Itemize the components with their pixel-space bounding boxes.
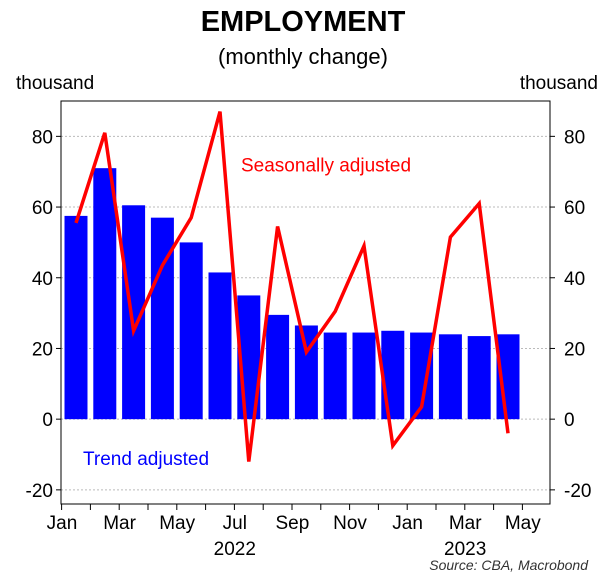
seasonal-line	[74, 111, 510, 462]
month-tick-label: Mar	[449, 513, 482, 534]
month-tick-label: Nov	[333, 513, 367, 534]
year-label: 2023	[444, 539, 486, 560]
right-tick-label: 0	[564, 410, 575, 431]
year-label: 2022	[214, 539, 256, 560]
month-tick-label: Sep	[275, 513, 309, 534]
left-tick-label: 40	[32, 269, 53, 290]
right-tick-label: 80	[564, 127, 585, 148]
month-tick-label: Jan	[392, 513, 423, 534]
trend-bar	[179, 242, 203, 420]
trend-bar	[122, 205, 146, 420]
left-tick-label: 80	[32, 127, 53, 148]
month-tick-label: Jul	[223, 513, 247, 534]
plot-frame	[60, 100, 551, 505]
month-tick-label: May	[159, 513, 195, 534]
right-tick-label: 40	[564, 269, 585, 290]
trend-bar	[294, 325, 318, 420]
left-tick-label: 0	[42, 410, 53, 431]
right-tick-label: 60	[564, 198, 585, 219]
trend-series-label: Trend adjusted	[83, 449, 209, 470]
month-tick-label: Mar	[103, 513, 136, 534]
chart-title: EMPLOYMENT	[200, 6, 406, 38]
trend-bar	[64, 215, 88, 420]
month-tick-label: Jan	[47, 513, 78, 534]
left-axis-unit: thousand	[16, 73, 95, 94]
right-axis-unit: thousand	[519, 73, 598, 94]
left-tick-label: -20	[26, 481, 53, 502]
trend-bar	[150, 217, 174, 420]
chart-subtitle: (monthly change)	[218, 44, 388, 69]
left-tick-label: 60	[32, 198, 53, 219]
source-note: Source: CBA, Macrobond	[429, 557, 588, 573]
trend-bar	[323, 332, 347, 420]
trend-bar	[208, 272, 232, 420]
trend-bar	[381, 330, 405, 420]
left-tick-label: 20	[32, 339, 53, 360]
month-tick-label: May	[505, 513, 541, 534]
seasonal-series-label: Seasonally adjusted	[241, 156, 411, 177]
right-tick-label: -20	[564, 481, 591, 502]
trend-bar	[93, 168, 117, 420]
trend-bar	[266, 314, 290, 420]
trend-bar	[467, 336, 491, 420]
trend-bar	[410, 332, 434, 420]
trend-bar	[438, 334, 462, 420]
right-tick-label: 20	[564, 339, 585, 360]
trend-bar	[352, 332, 376, 420]
